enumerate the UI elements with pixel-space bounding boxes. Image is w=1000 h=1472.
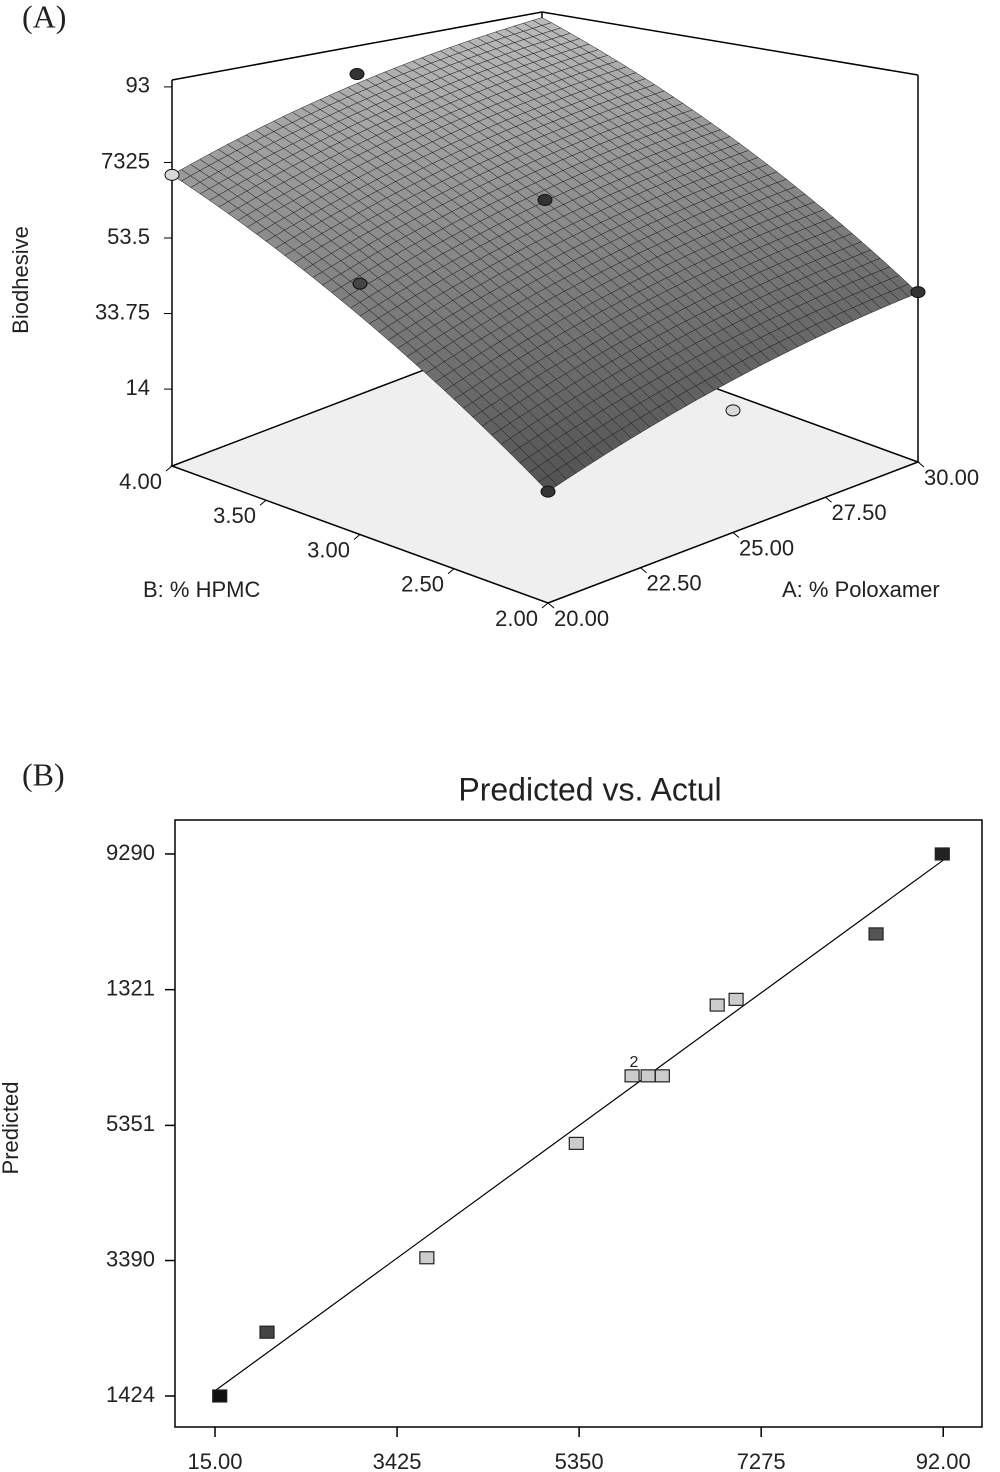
design-point <box>725 404 741 417</box>
point <box>654 1069 670 1083</box>
design-point <box>540 485 556 498</box>
y-tick <box>259 499 267 506</box>
design-point <box>164 168 180 181</box>
y-tick-label: 1321 <box>106 975 155 1000</box>
box-edge <box>171 11 919 81</box>
x-tick-label: 22.50 <box>647 571 702 596</box>
y-tick-label: 2.50 <box>401 572 444 597</box>
x-tick-label: 15.00 <box>187 1449 242 1472</box>
x-tick-label: 7275 <box>737 1449 786 1472</box>
point <box>259 1325 275 1339</box>
y-axis-label: Predicted <box>0 1082 23 1175</box>
y-tick <box>541 602 549 609</box>
fit-line <box>214 859 944 1392</box>
x-tick-label: 25.00 <box>739 535 794 560</box>
point <box>212 1389 228 1403</box>
design-point <box>352 277 368 290</box>
point <box>419 1251 435 1265</box>
x-tick <box>547 602 555 609</box>
x-tick-label: 27.50 <box>832 500 887 525</box>
point <box>709 998 725 1012</box>
z-tick-label: 93 <box>126 73 150 98</box>
y-tick-label: 2.00 <box>495 606 538 631</box>
point <box>728 992 744 1006</box>
y-tick-label: 4.00 <box>119 469 162 494</box>
point <box>640 1069 656 1083</box>
design-point <box>910 286 926 299</box>
x-tick-label: 5350 <box>555 1449 604 1472</box>
y-tick <box>447 568 455 575</box>
point <box>868 927 884 941</box>
x-tick-label: 3425 <box>373 1449 422 1472</box>
x-tick <box>917 461 925 468</box>
design-point <box>349 68 365 81</box>
x-tick-label: 20.00 <box>554 606 609 631</box>
y-tick <box>165 465 173 472</box>
y-tick-label: 9290 <box>106 840 155 865</box>
panel-label: (A) <box>22 0 66 34</box>
y-tick-label: 3.50 <box>213 503 256 528</box>
z-axis-label: Biodhesive <box>8 226 33 334</box>
annotation: 2 <box>630 1054 639 1071</box>
y-tick-label: 1424 <box>106 1382 155 1407</box>
x-axis-label: A: % Poloxamer <box>782 577 940 602</box>
z-tick-label: 7325 <box>101 148 150 173</box>
x-tick-label: 92.00 <box>916 1449 971 1472</box>
point <box>934 847 950 861</box>
y-tick-label: 3390 <box>106 1246 155 1271</box>
z-tick-label: 14 <box>126 375 150 400</box>
z-tick-label: 33.75 <box>95 299 150 324</box>
y-axis-label: B: % HPMC <box>143 577 260 602</box>
point <box>624 1069 640 1083</box>
plot-frame <box>174 819 983 1428</box>
panel-label: (B) <box>22 756 65 792</box>
y-tick <box>353 534 361 540</box>
x-tick-label: 30.00 <box>924 465 979 490</box>
point <box>568 1136 584 1150</box>
chart-title: Predicted vs. Actul <box>458 771 721 807</box>
x-tick <box>825 496 832 503</box>
y-tick-label: 3.00 <box>307 537 350 562</box>
z-tick-label: 53.5 <box>107 224 150 249</box>
y-tick-label: 5351 <box>106 1111 155 1136</box>
x-tick <box>640 567 647 574</box>
design-point <box>537 194 553 207</box>
x-tick <box>732 532 740 538</box>
